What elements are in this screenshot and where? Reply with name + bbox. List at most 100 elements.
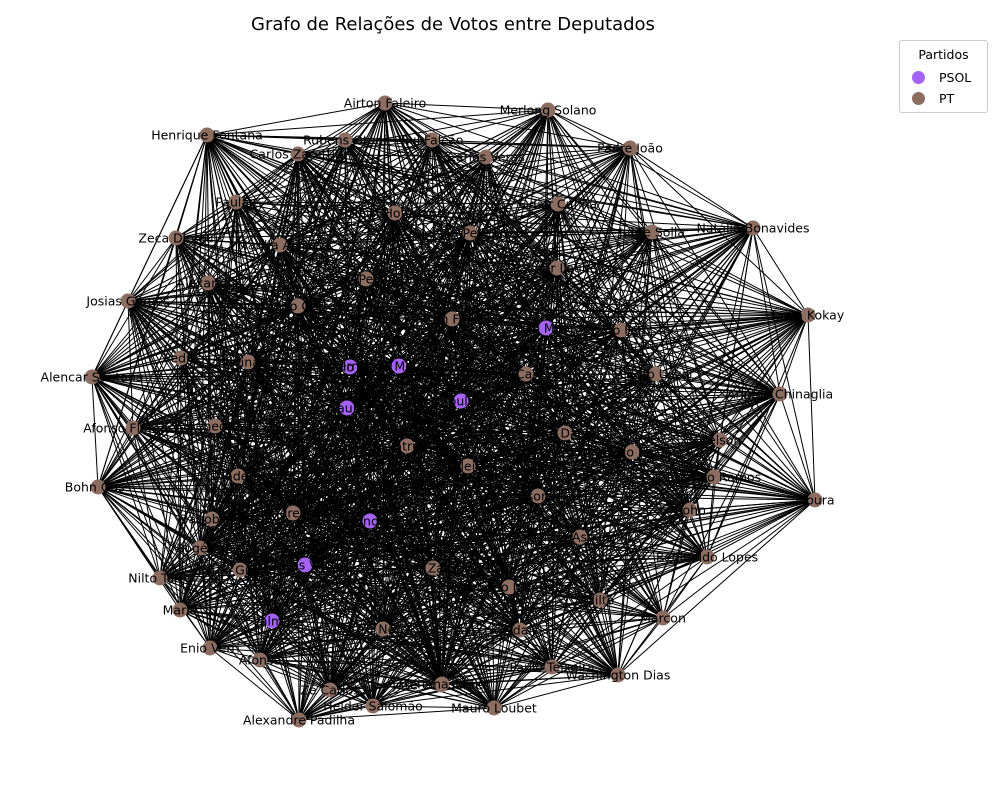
- deputy-node-label: Zé Carlos: [300, 683, 359, 698]
- deputy-node: Carlos Zarattini: [385, 560, 481, 576]
- vote-edge: [297, 305, 371, 522]
- vote-edge: [259, 520, 371, 661]
- deputy-node-label: Dagoberto: [179, 512, 245, 527]
- vote-edge: [617, 499, 816, 676]
- vote-edge: [97, 425, 216, 488]
- vote-edge: [599, 393, 781, 601]
- vote-edge: [372, 231, 653, 707]
- vote-edge: [97, 486, 201, 549]
- deputy-node-label: Vander Loubet: [512, 261, 603, 276]
- vote-edge: [329, 465, 469, 691]
- vote-edge: [508, 373, 527, 588]
- vote-edge: [617, 617, 664, 676]
- vote-edge: [297, 305, 527, 375]
- deputy-node: Fernanda Melchionna: [332, 358, 466, 374]
- deputy-node-marker: [800, 307, 816, 323]
- vote-edge: [180, 357, 216, 427]
- deputy-node-label: Rogério Correia: [250, 299, 347, 314]
- vote-edge: [329, 439, 721, 691]
- vote-edge: [537, 495, 581, 538]
- vote-edge: [651, 231, 781, 395]
- deputy-node-marker: [622, 140, 638, 156]
- vote-edge: [175, 237, 181, 611]
- vote-edge: [207, 282, 299, 307]
- vote-edge: [235, 201, 351, 368]
- vote-edge: [451, 318, 691, 511]
- vote-edge: [179, 609, 331, 691]
- vote-edge: [346, 400, 462, 409]
- deputy-node-label: Maria do Rosário: [580, 445, 684, 460]
- vote-edge: [259, 509, 691, 661]
- vote-edge: [564, 432, 581, 538]
- vote-edge: [297, 305, 408, 447]
- vote-edge: [199, 445, 408, 549]
- vote-edge: [179, 201, 237, 611]
- vote-edge: [631, 393, 781, 453]
- vote-edge: [180, 357, 400, 367]
- vote-edge: [441, 683, 495, 709]
- vote-edge: [537, 432, 566, 497]
- vote-edge: [382, 400, 462, 630]
- vote-edge: [247, 156, 487, 363]
- vote-edge: [235, 201, 721, 441]
- vote-edge: [304, 564, 601, 601]
- vote-edge: [557, 203, 809, 316]
- deputy-node-label: Nelson Pellegrino: [416, 226, 524, 241]
- deputy-node-label: Nilto Tatto: [128, 571, 192, 586]
- vote-edge: [235, 201, 384, 630]
- deputy-node: Rogério: [176, 540, 224, 556]
- vote-edge: [752, 227, 809, 316]
- vote-edge: [235, 201, 521, 631]
- vote-edge: [179, 569, 241, 611]
- vote-edge: [297, 305, 351, 368]
- deputy-node-label: Airton Faleiro: [411, 312, 493, 327]
- deputy-node-label: Odair: [503, 623, 538, 638]
- vote-edge: [365, 278, 691, 511]
- vote-edge: [629, 147, 754, 229]
- vote-edge: [206, 134, 241, 571]
- deputy-node-label: Érika Kokay: [772, 308, 845, 323]
- deputy-node: Dagoberto: [179, 511, 245, 527]
- deputy-node-marker: [706, 469, 722, 485]
- vote-edge: [304, 520, 371, 566]
- deputy-node-label: Alexandre Padilha: [243, 713, 355, 728]
- vote-edge: [127, 300, 134, 429]
- deputy-node-label: Nelson Pellegrino: [312, 272, 420, 287]
- deputy-node-label: Bohn Gass: [65, 480, 131, 495]
- deputy-node-marker: [550, 196, 566, 212]
- vote-edge: [279, 244, 566, 434]
- vote-edge: [365, 278, 434, 569]
- vote-edge: [235, 201, 657, 375]
- deputy-node-label: Pedro: [163, 351, 198, 366]
- deputy-node-label: Afonso Florence: [83, 421, 183, 436]
- vote-edge: [297, 267, 558, 307]
- deputy-node-marker: [425, 560, 441, 576]
- vote-edge: [406, 445, 691, 511]
- vote-edge: [537, 476, 715, 497]
- vote-edge: [179, 305, 299, 611]
- vote-edge: [235, 201, 715, 478]
- vote-edge: [199, 278, 367, 549]
- deputy-node: Odair Cunha: [519, 196, 597, 212]
- vote-edge: [329, 689, 374, 707]
- deputy-node: Afonso Florence: [83, 420, 183, 436]
- deputy-node-marker: [297, 557, 313, 573]
- vote-edge: [292, 465, 469, 514]
- vote-edge: [485, 156, 754, 229]
- deputy-node: Tadeu: [219, 468, 256, 484]
- deputy-node-label: Maria: [163, 603, 198, 618]
- vote-edge: [441, 373, 527, 685]
- deputy-node-label: Boulos: [440, 394, 482, 409]
- vote-edge: [369, 520, 443, 685]
- vote-edge: [431, 139, 816, 501]
- vote-edge: [398, 365, 434, 569]
- vote-edge: [279, 139, 346, 246]
- vote-edge: [199, 134, 208, 549]
- vote-edge: [199, 509, 691, 549]
- vote-edge: [384, 102, 631, 149]
- vote-edge: [406, 445, 715, 478]
- vote-edge: [292, 495, 539, 514]
- deputy-node: Pedro Uczai: [620, 366, 692, 382]
- deputy-node-label: Célio Moura: [509, 321, 583, 336]
- deputy-node-marker: [610, 667, 626, 683]
